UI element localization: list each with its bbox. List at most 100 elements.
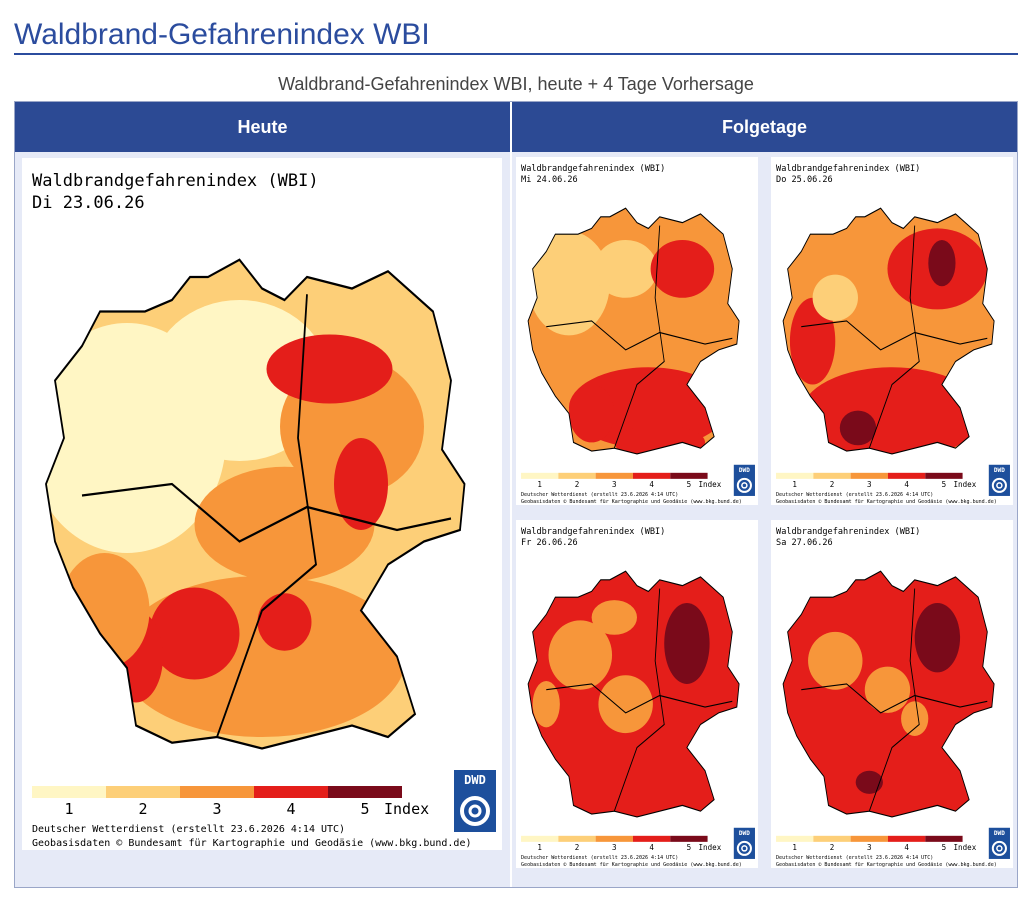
legend-swatch [925,472,963,479]
legend-swatch [521,835,559,842]
map-area [257,593,312,651]
map-panel: Waldbrandgefahrenindex (WBI)Fr 26.06.26 1… [516,520,758,868]
map-border [868,225,920,449]
legend-swatch [180,786,254,798]
map-panel: Waldbrandgefahrenindex (WBI)Do 25.06.26 1… [771,157,1013,505]
dwd-logo-swirl [741,482,748,489]
dwd-logo-swirl [996,845,1003,852]
legend-swatch [595,835,633,842]
legend-label: 1 [792,480,797,489]
dwd-logo-text: DWD [994,830,1005,837]
legend-label: 4 [649,843,654,852]
map-area [801,367,983,454]
map-area [532,681,560,728]
legend-label: 3 [612,480,617,489]
legend-label: 2 [830,480,835,489]
credit-line: Geobasisdaten © Bundesamt für Kartograph… [32,838,472,849]
map-date: Di 23.06.26 [32,193,145,213]
column-header: Heute [15,102,510,152]
map-area [598,675,653,734]
map-germany [528,208,740,454]
map-panel: Waldbrandgefahrenindex (WBI)Mi 24.06.26 1… [516,157,758,505]
map-border [216,294,317,738]
legend-swatch [632,835,671,842]
legend-swatch [106,786,180,798]
legend-swatch [887,472,926,479]
map-border [613,225,665,449]
legend-swatch [887,835,926,842]
dwd-logo-text: DWD [739,830,750,837]
legend-label: 5 [687,480,692,489]
map-area [650,239,715,298]
legend-label: 2 [575,480,580,489]
legend-swatch [813,835,851,842]
map-title: Waldbrandgefahrenindex (WBI) [521,164,665,174]
map-area [901,701,929,736]
map-area [808,631,863,690]
dwd-logo-text: DWD [464,773,486,787]
map-area [928,239,956,287]
legend-swatch [595,472,633,479]
legend-unit: Index [954,480,977,489]
legend-swatch [632,472,671,479]
dwd-logo-text: DWD [739,467,750,474]
legend-label: 1 [792,843,797,852]
map-area [59,553,150,668]
legend-swatch [328,786,402,798]
map-border [546,320,733,351]
legend-unit: Index [699,480,722,489]
legend-label: 5 [942,480,947,489]
legend-swatch [32,786,106,798]
legend-swatch [254,786,328,798]
map-area [548,620,613,690]
dwd-logo-text: DWD [994,467,1005,474]
title-rule [14,53,1018,55]
map-border [868,588,920,812]
map-germany [528,571,740,817]
map-date: Fr 26.06.26 [521,538,578,548]
map-area [839,410,877,446]
legend-swatch [521,472,559,479]
map-area [334,438,388,530]
dwd-logo [454,770,496,832]
legend-swatch [670,835,708,842]
map-area [812,274,858,321]
map-outline [527,207,740,455]
map-area [194,466,375,582]
column-separator [510,102,512,887]
column-header: Folgetage [512,102,1017,152]
legend-swatch [850,835,888,842]
map-title: Waldbrandgefahrenindex (WBI) [521,527,665,537]
legend-label: 1 [64,800,73,818]
map-outline [782,570,995,818]
map-area [528,231,610,336]
legend-swatch [776,835,814,842]
legend-label: 4 [904,843,909,852]
credit-line: Deutscher Wetterdienst (erstellt 23.6.20… [521,855,678,861]
map-area [149,587,240,680]
map-border [546,683,733,714]
credit-line: Deutscher Wetterdienst (erstellt 23.6.20… [776,492,933,498]
legend-label: 3 [867,843,872,852]
map-date: Mi 24.06.26 [521,175,578,185]
credit-line: Geobasisdaten © Bundesamt für Kartograph… [776,862,997,868]
map-area [914,602,961,673]
legend-label: 2 [830,843,835,852]
map-title: Waldbrandgefahrenindex (WBI) [776,164,920,174]
map-border [801,320,988,351]
legend-swatch [776,472,814,479]
map-date: Sa 27.06.26 [776,538,833,548]
map-germany [783,571,995,817]
dwd-logo-swirl [741,845,748,852]
dwd-logo-swirl [736,477,752,493]
legend-label: 3 [867,480,872,489]
map-area [266,334,393,404]
credit-line: Geobasisdaten © Bundesamt für Kartograph… [776,499,997,505]
map-title: Waldbrandgefahrenindex (WBI) [776,527,920,537]
legend-label: 3 [612,843,617,852]
map-date: Do 25.06.26 [776,175,833,185]
map-outline [45,258,466,750]
legend-unit: Index [384,800,429,818]
dwd-logo-swirl [468,804,482,818]
